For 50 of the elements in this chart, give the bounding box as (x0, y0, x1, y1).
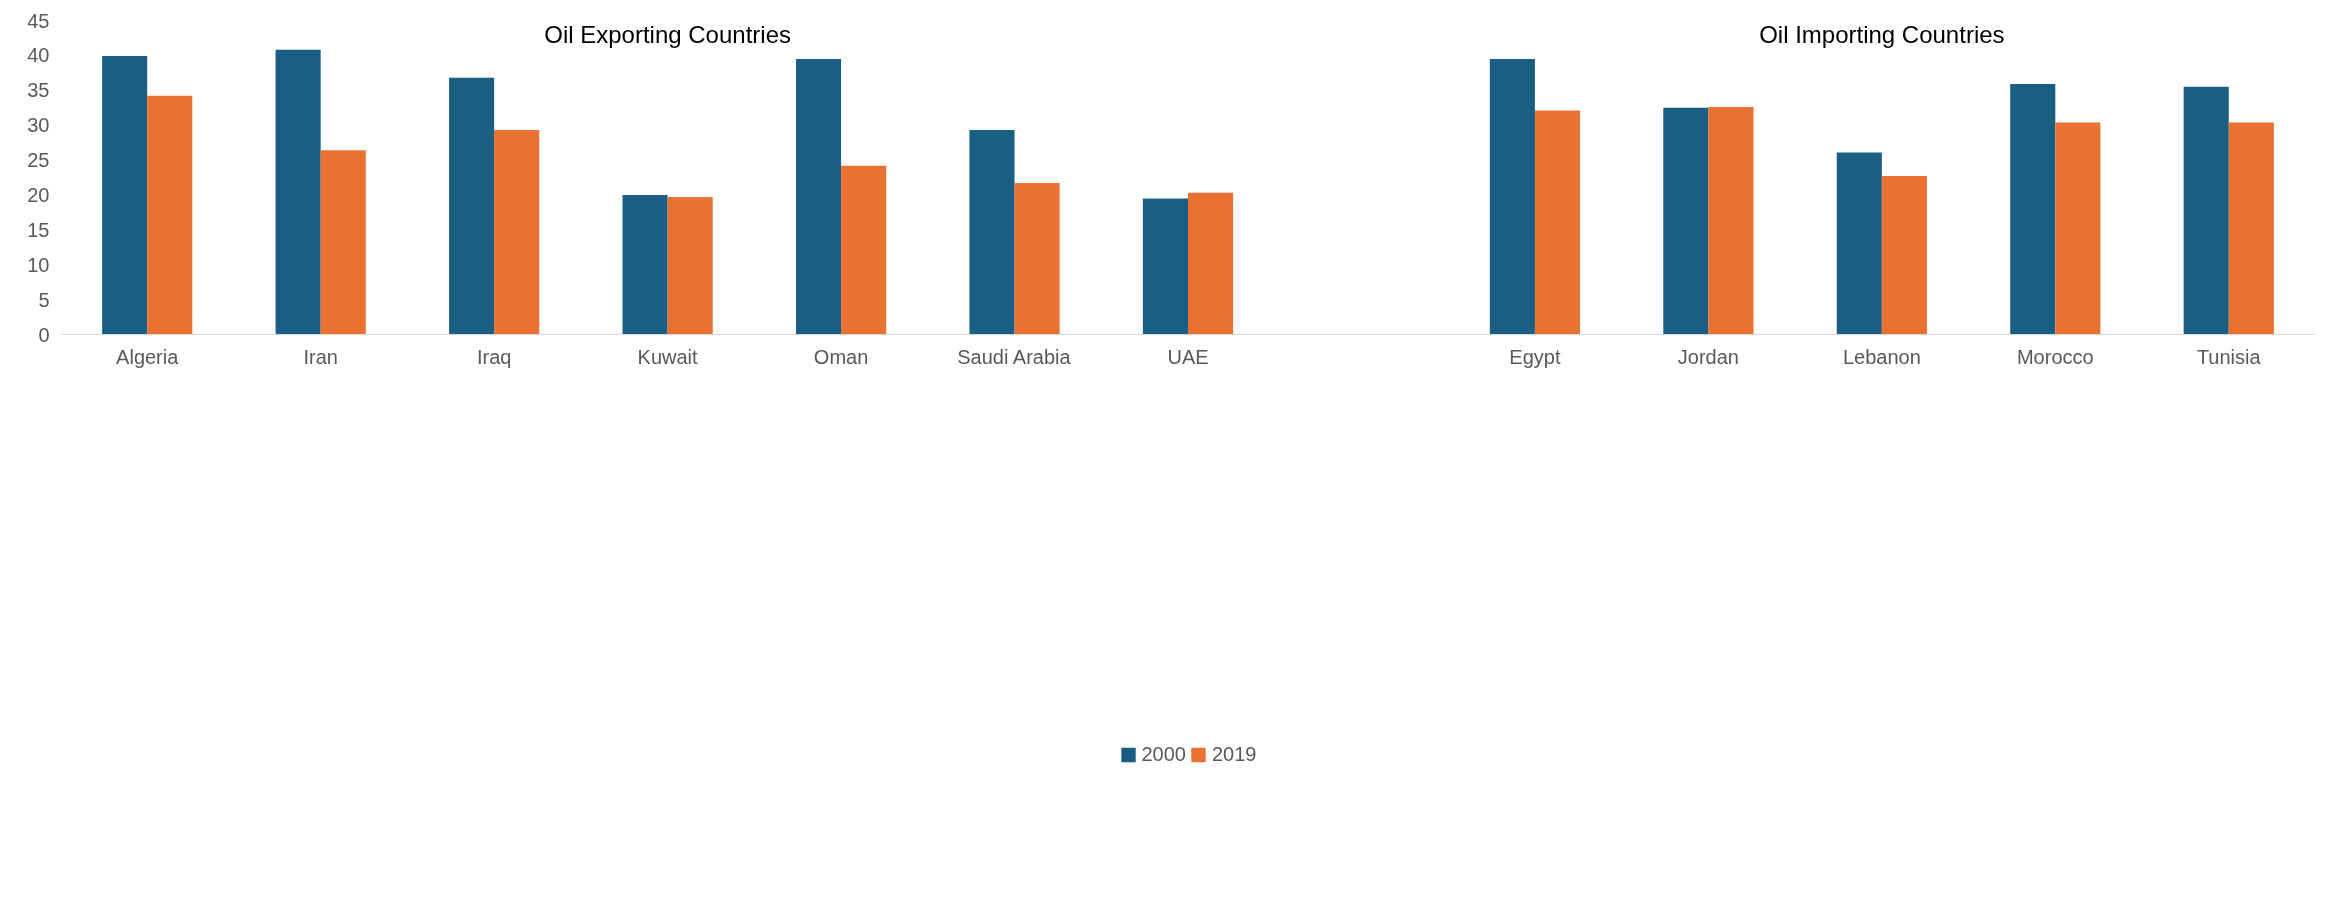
y-tick-label: 35 (27, 79, 50, 102)
bar (1663, 107, 1709, 335)
bar (1142, 198, 1188, 335)
y-tick-label: 30 (27, 114, 50, 137)
x-tick-label: Algeria (116, 345, 180, 368)
y-tick-label: 15 (27, 218, 50, 241)
bar (275, 49, 321, 335)
y-tick-label: 0 (38, 323, 50, 346)
y-tick-label: 10 (27, 253, 50, 276)
bar (147, 95, 193, 335)
x-tick-label: Iraq (476, 345, 512, 368)
bar (622, 194, 668, 335)
legend-label: 2019 (1212, 742, 1257, 766)
bar (1188, 192, 1234, 335)
x-tick-label: UAE (1167, 345, 1209, 368)
annotation: Oil Importing Countries (1759, 20, 2005, 48)
bar (841, 165, 887, 335)
bar (1489, 58, 1535, 335)
y-tick-label: 45 (27, 9, 50, 32)
bar (1708, 107, 1754, 335)
bar (795, 58, 842, 335)
bar (494, 130, 540, 335)
y-tick-label: 25 (27, 149, 50, 172)
y-tick-label: 5 (38, 288, 50, 311)
bar (1534, 110, 1581, 335)
bar (1881, 176, 1927, 335)
bar (320, 150, 366, 335)
x-tick-label: Saudi Arabia (957, 345, 1072, 368)
x-tick-label: Kuwait (637, 345, 699, 368)
annotation: Oil Exporting Countries (544, 20, 792, 48)
bar (2183, 86, 2229, 335)
x-tick-label: Egypt (1509, 345, 1561, 368)
bar (667, 197, 713, 335)
bar (2010, 84, 2056, 335)
x-tick-label: Jordan (1677, 345, 1739, 368)
y-tick-label: 40 (27, 44, 50, 67)
bar (2055, 122, 2101, 335)
bar (2228, 122, 2274, 335)
bar (1836, 152, 1882, 335)
x-tick-label: Lebanon (1842, 345, 1921, 368)
legend-label: 2000 (1141, 742, 1186, 766)
x-tick-label: Tunisia (2196, 345, 2262, 368)
x-tick-label: Oman (813, 345, 869, 368)
y-tick-label: 20 (27, 183, 50, 206)
x-tick-label: Iran (303, 345, 338, 368)
bar (969, 130, 1015, 335)
bar (449, 77, 495, 335)
bar (102, 56, 148, 335)
x-tick-label: Morocco (2016, 345, 2094, 368)
bar (1014, 183, 1060, 335)
